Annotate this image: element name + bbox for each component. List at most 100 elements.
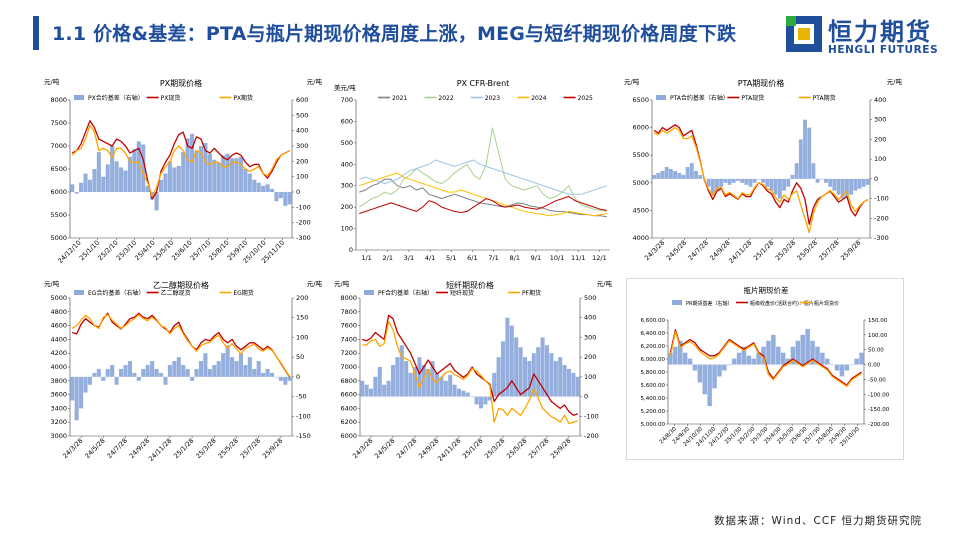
px-ytick-label: 6000 [50,188,67,196]
px-series-0-bar [127,156,132,192]
pta-series-0-bar [706,178,711,187]
pta-title: PTA期现价格 [738,78,785,88]
pxcfr-ytick-label: 400 [341,160,353,168]
psf-series-0-bar [377,367,382,397]
pta-xtick-label: 24/3/28 [643,239,666,262]
psf-legend-label: 短纤现货 [450,289,474,297]
pta-xtick-label: 25/1/28 [752,239,775,262]
meg-series-0-bar [83,376,88,393]
bottle-series-0-bar [751,358,757,365]
psf-series-0-bar [404,361,409,397]
px-series-0-bar [145,185,150,192]
bottle-series-0-bar [815,346,820,365]
pta-series-0-bar [819,178,824,180]
px-plot-area [70,120,292,211]
psf-series-0-bar [492,372,497,397]
pta-series-0-bar [685,167,690,179]
psf-y2tick-label: 200 [584,353,596,361]
psf-legend-label: PF合约基差（右轴） [378,289,433,297]
psf-series-0-bar [575,376,580,397]
pxcfr-xtick-label: 5/1 [446,254,456,262]
meg-plot-area [70,312,292,421]
meg-series-0-bar [194,368,199,377]
meg-series-0-bar [110,365,115,377]
pta-series-0-bar [824,178,828,183]
bottle-series-0-bar [682,352,688,365]
px-ytick-label: 5500 [50,211,67,219]
psf-legend-label: PF期货 [522,289,541,297]
meg-series-0-bar [234,361,239,377]
meg-series-0-bar [265,368,270,377]
pxcfr-ytick-label: 600 [341,117,353,125]
psf-ytick-label: 6600 [340,391,357,399]
pta-y2tick-label: 100 [874,155,886,163]
pta-series-0-bar [845,178,849,197]
px-y2tick-label: 600 [296,96,308,104]
pta-ylabel-right: 元/吨 [887,77,903,86]
pxcfr-xtick-label: 2/1 [383,254,393,262]
psf-series-2-line [362,320,578,425]
meg-series-0-bar [74,376,79,421]
pxcfr-ytick-label: 200 [341,203,353,211]
pta-ytick-label: 4000 [632,234,649,242]
meg-series-0-bar [136,376,141,381]
pta-ytick-label: 5000 [632,179,649,187]
pxcfr-title: PX CFR-Brent [457,79,510,88]
psf-y2tick-label: 300 [584,333,596,341]
page-title: 1.1 价格&基差：PTA与瓶片期现价格周度上涨，MEG与短纤期现价格周度下跌 [52,23,737,45]
px-series-0-bar [172,167,177,192]
bottle-series-0-bar [800,334,806,365]
bottle-y2tick-label: 50.00 [868,348,884,354]
pxcfr-xtick-label: 3/1 [404,254,414,262]
psf-series-0-bar [368,388,374,397]
pxcfr-legend-label: 2024 [531,95,546,102]
meg-xtick-label: 24/7/28 [106,437,129,460]
px-series-0-bar [256,182,261,192]
psf-series-0-bar [522,357,528,397]
psf-ytick-label: 7400 [340,335,357,343]
px-series-0-bar [194,150,199,192]
px-ylabel-left: 元/吨 [44,77,60,86]
pxcfr-series-2-line [359,159,607,195]
bottle-svg: 瓶片期现价差 PR期货基差（右轴） 瓶级收盘价(活跃合约)：瓶片 瓶片现货价 5,000… [641,285,890,448]
pta-series-0-bar [710,178,715,195]
meg-series-0-bar [123,365,128,377]
bottle-series-0-bar [673,346,678,365]
pta-series-0-bar [656,172,661,179]
psf-ylabel-left: 元/吨 [334,279,350,288]
psf-xtick-label: 24/3/28 [351,437,374,460]
px-series-0-bar [247,173,252,192]
bottle-series-0-bar [834,364,840,371]
px-series-0-bar [70,184,75,192]
pta-xtick-label: 25/5/28 [796,239,819,262]
bottle-y2tick-label: -100.00 [868,392,890,398]
meg-series-0-bar [114,376,119,385]
psf-series-0-bar [514,337,519,397]
pta-ylabel-left: 元/吨 [624,77,640,86]
bottle-y2tick-label: -150.00 [868,407,890,413]
bottle-ytick-label: 6,200.00 [641,344,666,350]
psf-series-0-bar [412,367,418,397]
meg-series-0-bar [221,353,226,377]
pta-series-0-bar [836,178,841,195]
bottle-series-0-bar [844,364,850,371]
psf-series-0-bar [364,384,369,397]
pxcfr-legend-label: 2022 [438,95,453,102]
psf-series-0-bar [395,357,400,397]
meg-series-0-bar [119,368,124,377]
pxcfr-xtick-label: 1/1 [361,254,371,262]
meg-y2tick-label: 200 [296,294,308,302]
px-ytick-label: 6500 [50,165,67,173]
bottle-legend-label: 瓶片现货价 [814,300,839,307]
psf-series-0-bar [505,317,510,397]
pta-series-0-bar [677,172,682,179]
px-y2tick-label: 300 [296,142,308,150]
psf-ytick-label: 6400 [340,404,357,412]
pta-y2tick-label: -300 [874,234,889,242]
meg-series-0-bar [247,357,252,377]
bottle-ytick-label: 6,600.00 [641,318,666,324]
psf-y2tick-label: 0 [584,393,588,401]
psf-series-0-bar [496,357,501,397]
meg-series-0-bar [198,361,204,377]
